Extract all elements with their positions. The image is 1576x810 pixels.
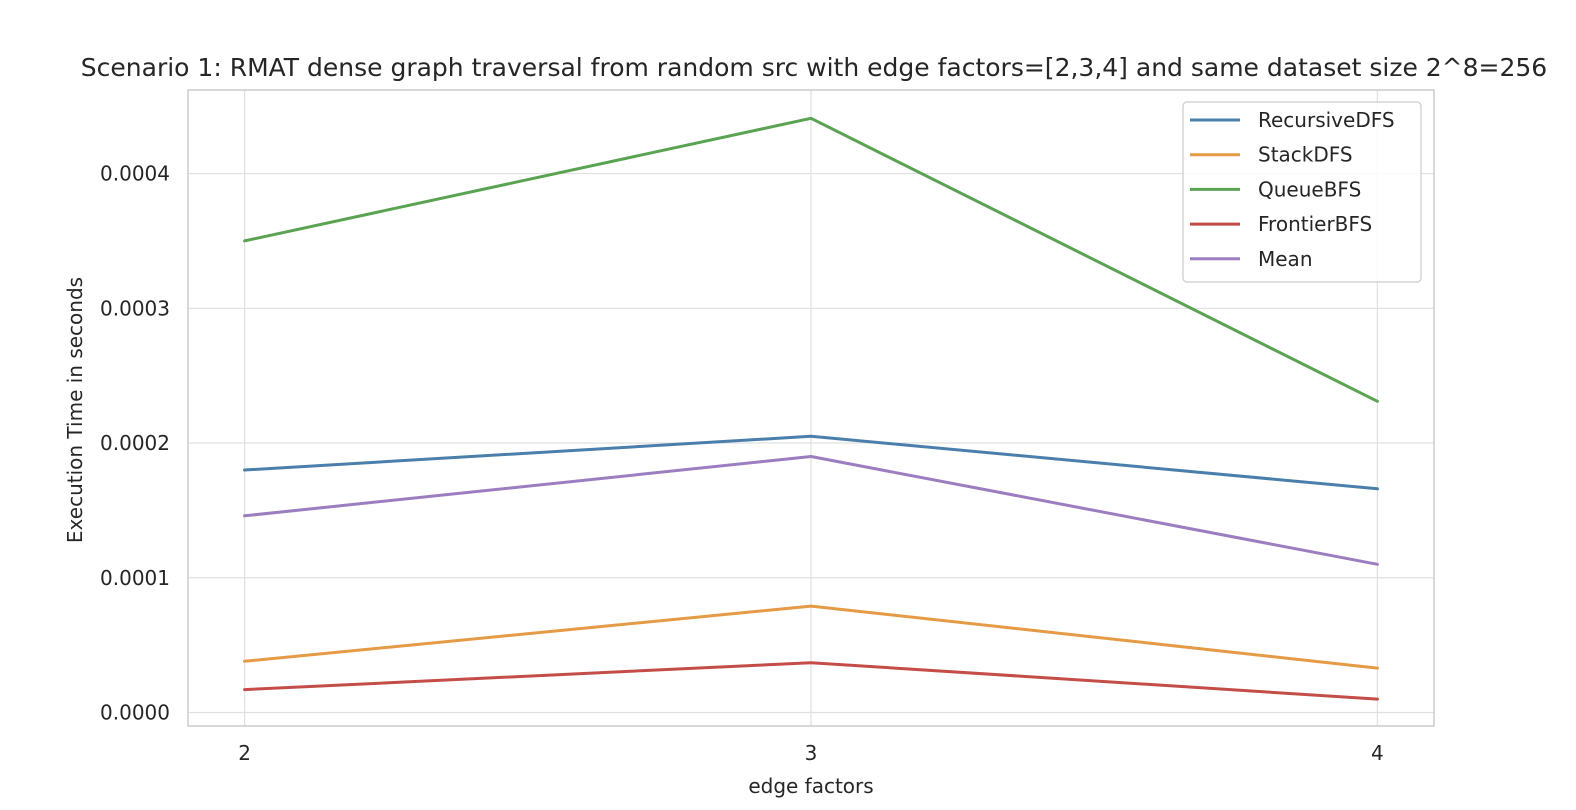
legend-label-recursivedfs: RecursiveDFS bbox=[1258, 108, 1395, 132]
series-line-frontierbfs bbox=[243, 661, 1379, 701]
series-line-recursivedfs bbox=[243, 434, 1379, 491]
legend-label-stackdfs: StackDFS bbox=[1258, 143, 1353, 167]
x-tick-label: 2 bbox=[238, 741, 251, 765]
series-lines bbox=[243, 116, 1379, 701]
legend-label-queuebfs: QueueBFS bbox=[1258, 177, 1361, 201]
y-axis-ticks: 0.0000 0.0001 0.0002 0.0003 0.0004 bbox=[100, 162, 170, 725]
y-tick-label: 0.0003 bbox=[100, 296, 170, 320]
series-line-queuebfs bbox=[243, 116, 1379, 403]
y-tick-label: 0.0004 bbox=[100, 162, 170, 186]
y-tick-label: 0.0000 bbox=[100, 701, 170, 725]
y-tick-label: 0.0001 bbox=[100, 566, 170, 590]
series-line-stackdfs bbox=[243, 604, 1379, 670]
legend-box bbox=[1182, 101, 1422, 283]
legend: RecursiveDFS StackDFS QueueBFS FrontierBFS M… bbox=[1182, 101, 1422, 283]
legend-label-frontierbfs: FrontierBFS bbox=[1258, 212, 1372, 236]
series-line-mean bbox=[243, 455, 1379, 566]
y-tick-label: 0.0002 bbox=[100, 431, 170, 455]
x-axis-ticks: 2 3 4 bbox=[238, 741, 1383, 765]
x-axis-label: edge factors bbox=[748, 774, 873, 798]
x-tick-label: 3 bbox=[805, 741, 818, 765]
plot-frame bbox=[187, 89, 1435, 727]
chart-title: Scenario 1: RMAT dense graph traversal f… bbox=[81, 53, 1547, 82]
x-tick-label: 4 bbox=[1371, 741, 1384, 765]
legend-label-mean: Mean bbox=[1258, 247, 1313, 271]
y-axis-label: Execution Time in seconds bbox=[63, 277, 87, 543]
